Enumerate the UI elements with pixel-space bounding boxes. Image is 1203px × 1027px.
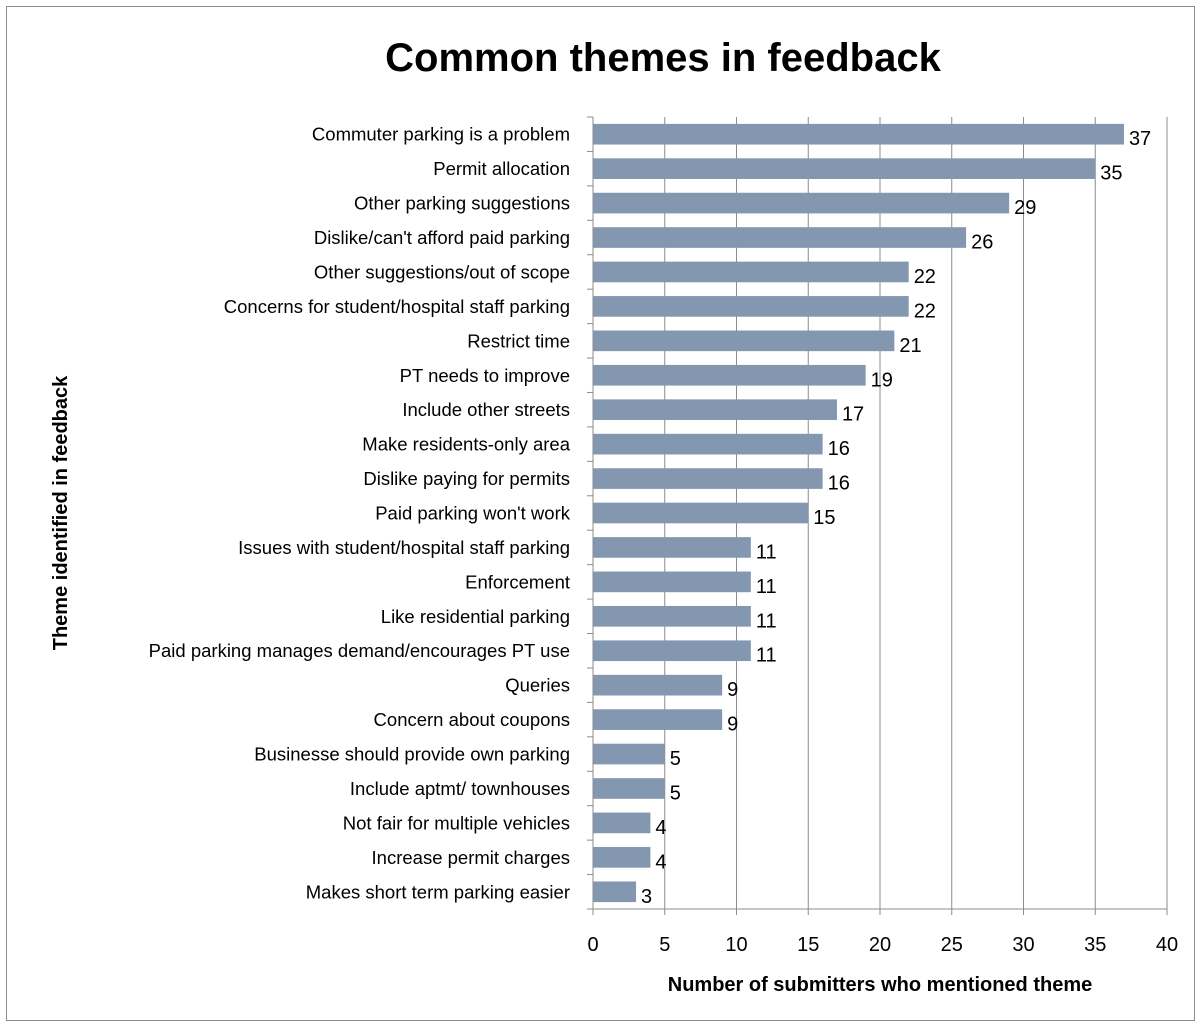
data-label: 35 [1100,163,1122,185]
bar [593,296,909,317]
category-label: Dislike/can't afford paid parking [314,227,570,248]
x-tick-label: 5 [659,934,670,956]
bar [593,468,823,489]
bar [593,847,651,868]
category-label: Permit allocation [433,158,570,179]
bar [593,640,751,662]
bar [593,537,751,558]
bar [593,192,1010,214]
data-label: 9 [727,714,738,736]
data-label: 3 [641,886,652,908]
data-label: 19 [871,369,893,391]
data-label: 26 [971,232,993,254]
category-label: Paid parking manages demand/encourages P… [149,640,570,661]
category-label: Increase permit charges [372,847,570,868]
bar [593,502,809,524]
data-label: 4 [655,817,666,839]
category-label: Issues with student/hospital staff parki… [238,537,570,558]
category-label: Businesse should provide own parking [254,744,570,765]
data-label: 16 [828,473,850,495]
bar [593,778,665,799]
bar [593,881,637,903]
bar [593,227,967,248]
data-label: 17 [842,404,864,426]
category-labels: Commuter parking is a problem Permit allo… [149,124,571,903]
category-label: Queries [505,675,570,696]
x-tick-label: 10 [725,934,747,956]
x-tick-label: 30 [1012,934,1034,956]
category-label: Restrict time [467,330,570,351]
data-label: 21 [899,335,921,357]
category-label: Paid parking won't work [375,503,571,524]
data-label: 5 [670,782,681,804]
x-axis-title: Number of submitters who mentioned theme [668,974,1092,996]
category-label: Not fair for multiple vehicles [343,812,570,833]
bar [593,812,651,834]
bar [593,674,723,696]
category-label: Commuter parking is a problem [312,124,570,145]
x-tick-label: 15 [797,934,819,956]
category-label: Dislike paying for permits [363,468,570,489]
data-label: 22 [914,300,936,322]
x-tick-label: 35 [1084,934,1106,956]
category-label: Make residents-only area [362,434,570,455]
data-label: 11 [756,610,777,632]
y-axis-title: Theme identified in feedback [50,375,72,650]
bar [593,261,909,283]
bars [593,123,1124,903]
data-label: 29 [1014,197,1036,219]
bar [593,571,751,593]
data-label: 11 [756,541,777,563]
bar [593,399,837,421]
category-label: Other parking suggestions [354,193,570,214]
x-tick-labels: 0 5 10 15 20 25 30 35 40 [587,934,1178,956]
bar [593,709,723,730]
data-label: 9 [727,679,738,701]
data-label: 5 [670,748,681,770]
data-label: 22 [914,266,936,288]
x-tick-label: 40 [1156,934,1178,956]
data-label: 4 [655,851,666,873]
data-label: 11 [756,576,777,598]
category-label: Include other streets [402,399,570,420]
chart-title: Common themes in feedback [385,36,941,80]
data-label: 11 [756,645,777,667]
category-label: Makes short term parking easier [306,881,570,902]
category-label: Like residential parking [381,606,570,627]
x-tick-label: 20 [869,934,891,956]
data-label: 37 [1129,128,1151,150]
bar [593,433,823,455]
data-label: 15 [813,507,835,529]
bar [593,743,665,765]
category-label: Concerns for student/hospital staff park… [224,296,570,317]
category-label: PT needs to improve [400,365,570,386]
x-tick-label: 25 [941,934,963,956]
gridlines [664,117,1168,909]
x-tick-label: 0 [587,934,598,956]
bar [593,123,1124,145]
category-label: Include aptmt/ townhouses [350,778,570,799]
category-label: Other suggestions/out of scope [314,261,570,282]
bar [593,605,751,627]
category-label: Enforcement [465,571,570,592]
bar [593,330,895,352]
bar [593,158,1096,179]
data-label: 16 [828,438,850,460]
category-label: Concern about coupons [374,709,570,730]
bar [593,364,866,386]
axes [587,116,1168,915]
